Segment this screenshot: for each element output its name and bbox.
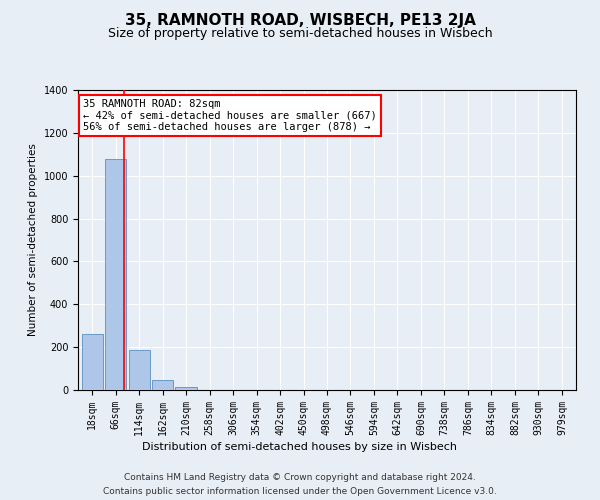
- Bar: [175, 387, 197, 390]
- Text: Contains public sector information licensed under the Open Government Licence v3: Contains public sector information licen…: [103, 488, 497, 496]
- Text: Distribution of semi-detached houses by size in Wisbech: Distribution of semi-detached houses by …: [143, 442, 458, 452]
- Text: Size of property relative to semi-detached houses in Wisbech: Size of property relative to semi-detach…: [107, 28, 493, 40]
- Bar: [152, 380, 173, 390]
- Text: 35 RAMNOTH ROAD: 82sqm
← 42% of semi-detached houses are smaller (667)
56% of se: 35 RAMNOTH ROAD: 82sqm ← 42% of semi-det…: [83, 99, 377, 132]
- Bar: [128, 350, 149, 390]
- Bar: [82, 334, 103, 390]
- Text: 35, RAMNOTH ROAD, WISBECH, PE13 2JA: 35, RAMNOTH ROAD, WISBECH, PE13 2JA: [125, 12, 475, 28]
- Bar: [105, 158, 126, 390]
- Text: Contains HM Land Registry data © Crown copyright and database right 2024.: Contains HM Land Registry data © Crown c…: [124, 472, 476, 482]
- Y-axis label: Number of semi-detached properties: Number of semi-detached properties: [28, 144, 38, 336]
